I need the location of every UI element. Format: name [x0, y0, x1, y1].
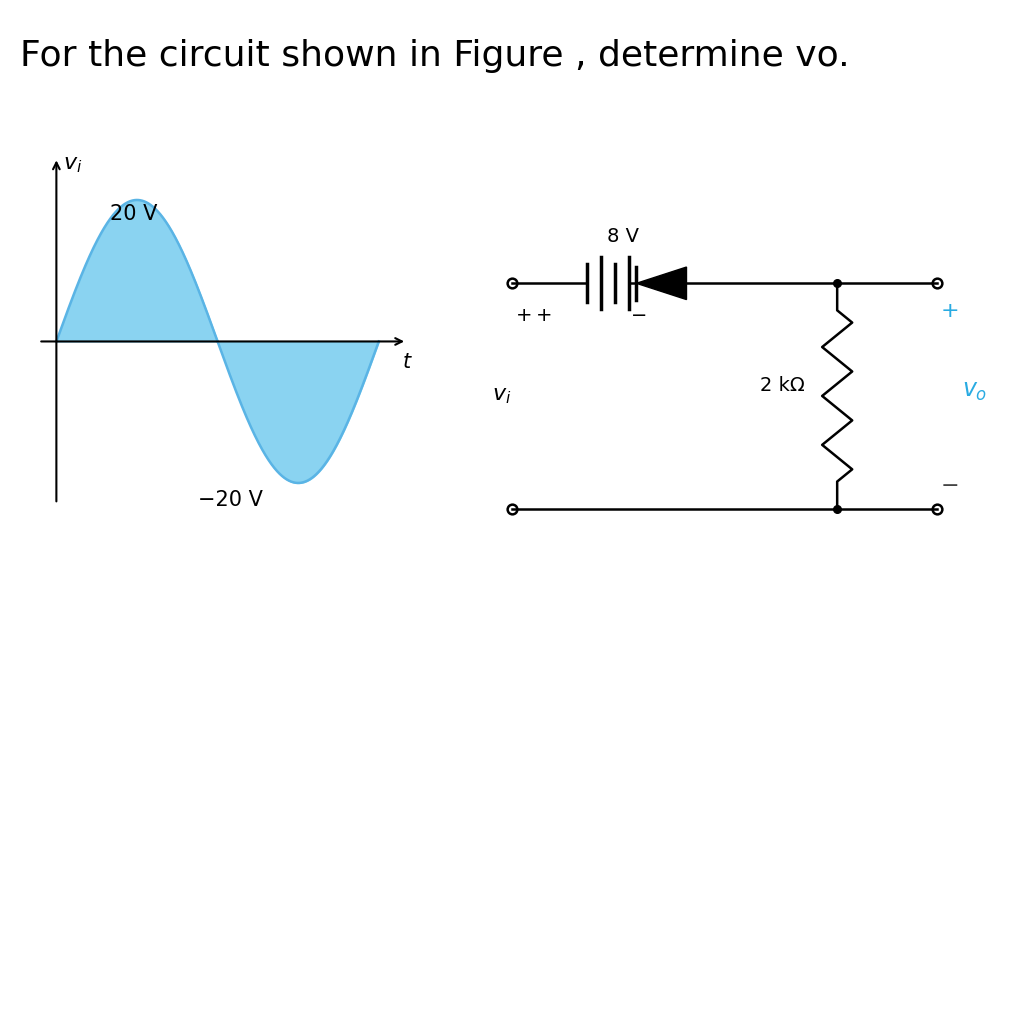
Text: For the circuit shown in Figure , determine vo.: For the circuit shown in Figure , determ…	[20, 39, 850, 74]
Text: −: −	[632, 306, 648, 326]
Text: 8 V: 8 V	[607, 226, 639, 246]
Text: 2 kΩ: 2 kΩ	[760, 377, 804, 395]
Polygon shape	[637, 267, 686, 300]
Text: +: +	[516, 306, 532, 326]
Text: 20 V: 20 V	[111, 204, 158, 224]
Text: $v_o$: $v_o$	[963, 379, 988, 402]
Text: +: +	[940, 301, 959, 321]
Text: +: +	[536, 306, 553, 326]
Text: $v_i$: $v_i$	[62, 156, 82, 175]
Text: $v_i$: $v_i$	[492, 386, 511, 406]
Text: −20 V: −20 V	[199, 490, 263, 510]
Text: $t$: $t$	[401, 352, 413, 372]
Text: −: −	[940, 476, 959, 496]
